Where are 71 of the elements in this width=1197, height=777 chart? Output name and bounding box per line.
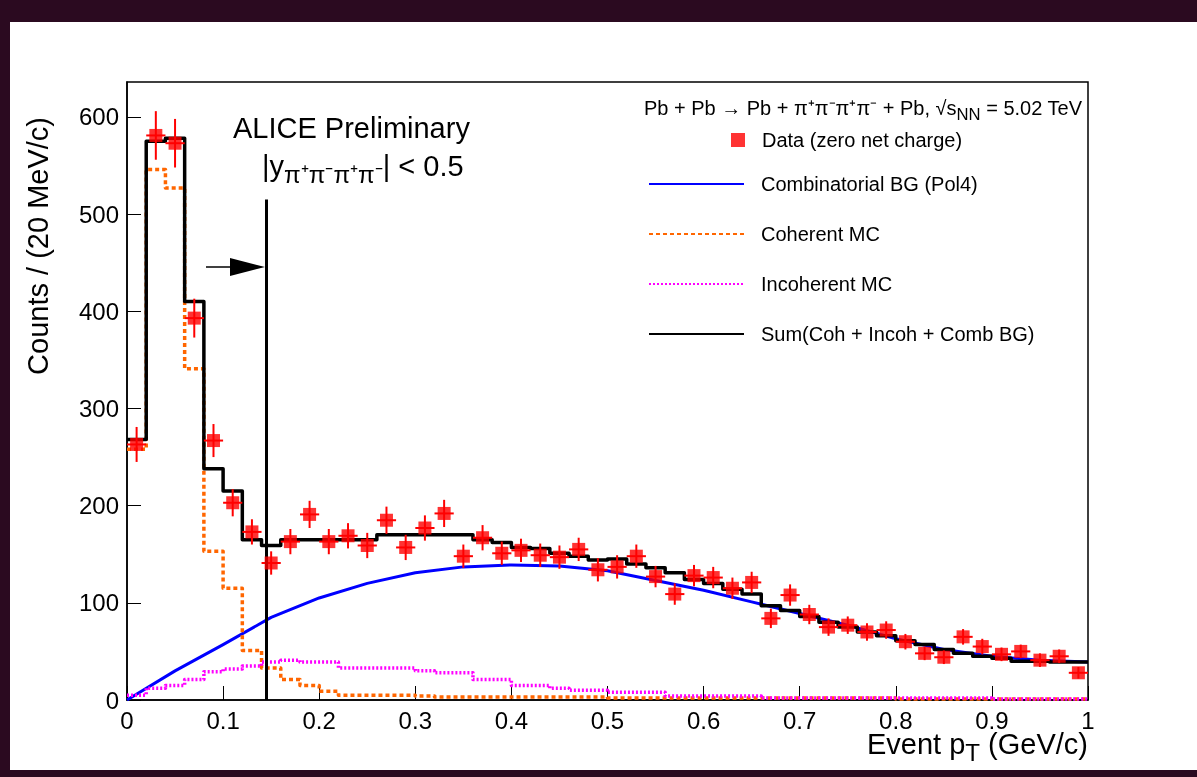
annotation: |y$_{π⁺π⁻π⁺π⁻}$| < 0.5 — [262, 150, 464, 190]
point — [898, 635, 912, 649]
point — [437, 506, 451, 520]
point — [956, 630, 970, 644]
point — [399, 540, 413, 554]
annotation: ALICE Preliminary — [233, 112, 470, 145]
point — [1071, 666, 1085, 680]
point — [1052, 649, 1066, 663]
point — [552, 550, 566, 564]
point — [264, 556, 278, 570]
y-tick-label: 500 — [78, 200, 119, 228]
legend-label: Sum(Coh + Incoh + Comb BG) — [761, 323, 1035, 345]
legend-label: Coherent MC — [761, 223, 880, 245]
point — [706, 571, 720, 585]
point — [860, 625, 874, 639]
point — [476, 531, 490, 545]
point — [975, 640, 989, 654]
x-tick-label: 0.2 — [302, 706, 336, 734]
point — [668, 587, 682, 601]
y-tick-label: 300 — [78, 394, 119, 422]
point — [130, 437, 144, 451]
x-tick-label: 0.6 — [686, 706, 721, 734]
point — [649, 570, 663, 584]
x-tick-label: 0.3 — [398, 706, 432, 734]
y-tick-label: 400 — [78, 297, 119, 325]
point — [303, 507, 317, 521]
point — [418, 521, 432, 535]
point — [360, 539, 374, 552]
point — [879, 623, 893, 637]
point — [937, 650, 951, 664]
point — [783, 588, 797, 602]
legend-label: Combinatorial BG (Pol4) — [761, 173, 978, 195]
point — [1033, 653, 1047, 667]
legend-label: Incoherent MC — [761, 273, 893, 295]
point — [725, 581, 739, 595]
point — [572, 542, 586, 556]
point — [341, 529, 355, 543]
y-tick-label: 600 — [78, 103, 119, 131]
point — [610, 560, 624, 574]
annotation: Pb + Pb → Pb + π⁺π⁻π⁺π⁻ + Pb, √s$_{NN}$ = 5.02 TeV — [643, 96, 1082, 125]
point — [745, 575, 759, 589]
point — [495, 546, 509, 560]
point — [187, 311, 201, 325]
x-tick-label: 0.5 — [590, 706, 625, 734]
point — [918, 646, 932, 660]
x-tick-label: 0.7 — [783, 706, 817, 734]
point — [533, 548, 547, 562]
x-tick-label: 0.4 — [494, 706, 529, 734]
x-tick-label: 0.1 — [206, 706, 240, 734]
point — [1014, 644, 1028, 658]
point — [995, 647, 1009, 661]
legend-label: Data (zero net charge) — [762, 129, 963, 151]
point — [149, 128, 163, 142]
point — [687, 569, 701, 583]
y-tick-label: 200 — [78, 492, 119, 520]
point — [822, 620, 836, 634]
point — [226, 496, 240, 510]
point — [283, 535, 297, 549]
y-tick-label: 100 — [78, 589, 119, 617]
point — [456, 549, 470, 563]
point — [245, 525, 259, 539]
y-tick-label: 0 — [105, 686, 119, 714]
point — [591, 563, 605, 577]
y-axis-title: Counts / (20 MeV/c) — [22, 117, 55, 375]
point — [168, 136, 182, 150]
point — [629, 549, 643, 563]
point — [379, 513, 393, 527]
point — [322, 535, 336, 549]
point — [514, 543, 528, 557]
point — [206, 434, 220, 448]
point — [841, 618, 855, 632]
